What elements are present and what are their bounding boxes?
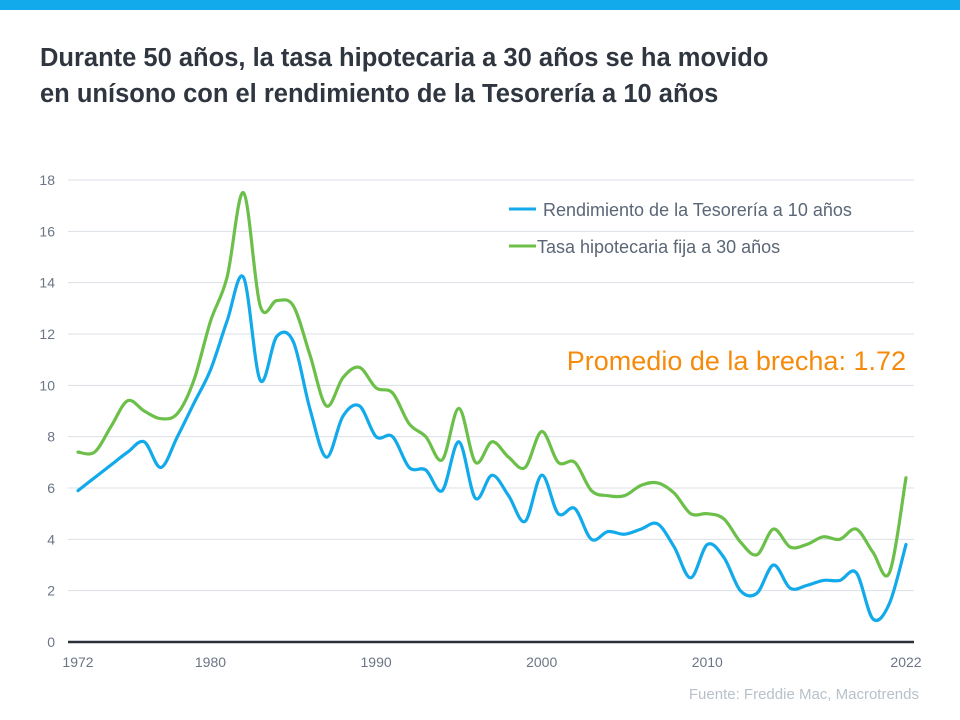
treasury-10yr-line: [76, 274, 908, 622]
y-tick-label: 0: [47, 634, 55, 650]
gridlines: [68, 179, 914, 592]
y-tick-label: 12: [39, 326, 55, 342]
y-tick-label: 4: [47, 531, 55, 547]
y-tick-label: 6: [47, 480, 55, 496]
title-line-1: Durante 50 años, la tasa hipotecaria a 3…: [40, 44, 769, 72]
gap-average-annotation: Promedio de la brecha: 1.72: [567, 346, 906, 376]
x-axis-ticks: 1972 1980 1990 2000 2010 2022: [62, 654, 921, 670]
title-line-2: en unísono con el rendimiento de la Teso…: [40, 80, 719, 108]
x-tick-label: 2000: [526, 654, 557, 670]
page-title: Durante 50 años, la tasa hipotecaria a 3…: [40, 40, 920, 112]
top-accent-bar: [0, 0, 960, 10]
legend-label-mortgage: Tasa hipotecaria fija a 30 años: [537, 237, 780, 257]
x-tick-label: 2022: [890, 654, 921, 670]
legend-item-treasury: Rendimiento de la Tesorería a 10 años: [509, 200, 852, 220]
legend: Rendimiento de la Tesorería a 10 años Ta…: [509, 200, 852, 257]
y-axis-ticks: 0 2 4 6 8 10 12 14 16 18: [39, 172, 55, 650]
y-tick-label: 2: [47, 583, 55, 599]
legend-item-mortgage: Tasa hipotecaria fija a 30 años: [509, 237, 780, 257]
x-tick-label: 1972: [62, 654, 93, 670]
x-tick-label: 2010: [692, 654, 723, 670]
source-credit: Fuente: Freddie Mac, Macrotrends: [689, 686, 919, 703]
x-tick-label: 1980: [195, 654, 226, 670]
x-tick-label: 1990: [361, 654, 392, 670]
y-tick-label: 18: [39, 172, 55, 188]
y-tick-label: 16: [39, 223, 55, 239]
mortgage-30yr-line: [76, 191, 908, 578]
y-tick-label: 10: [39, 377, 55, 393]
y-tick-label: 8: [47, 429, 55, 445]
series-lines: [76, 191, 908, 622]
legend-label-treasury: Rendimiento de la Tesorería a 10 años: [543, 200, 852, 220]
y-tick-label: 14: [39, 275, 55, 291]
